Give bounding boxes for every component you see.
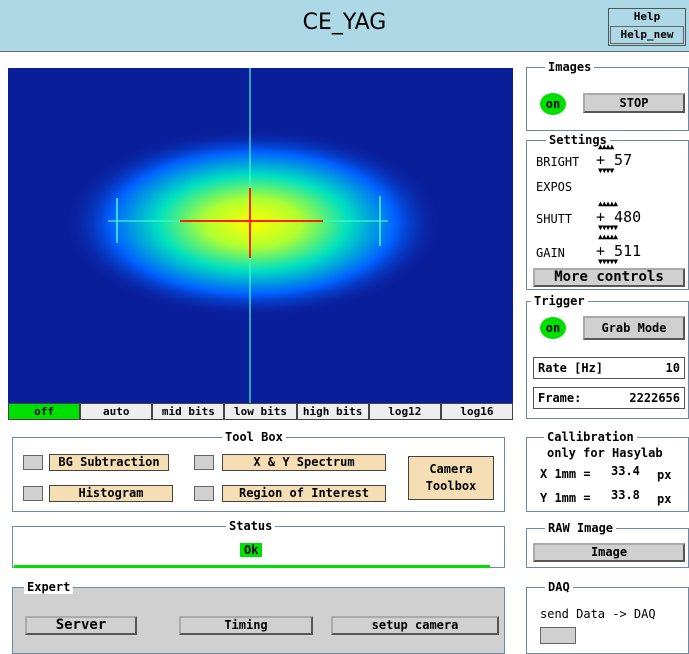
mode-off-button[interactable]: off — [8, 403, 81, 420]
mode-mid-bits-button[interactable]: mid bits — [152, 403, 225, 420]
shutt-up-arrows[interactable]: ▲▲▲▲▲ — [598, 199, 618, 208]
status-label: Status — [226, 519, 276, 533]
bright-label: BRIGHT — [536, 155, 580, 169]
server-button[interactable]: Server — [25, 616, 137, 635]
status-bar — [14, 565, 490, 568]
histogram-toggle[interactable] — [23, 486, 43, 501]
timing-button[interactable]: Timing — [179, 616, 313, 635]
mode-high-bits-button[interactable]: high bits — [296, 403, 369, 420]
help-new-button[interactable]: Help_new — [610, 26, 684, 44]
calib-x-unit: px — [657, 468, 672, 482]
rate-label: Rate [Hz] — [538, 361, 604, 375]
setup-camera-button[interactable]: setup camera — [331, 616, 499, 635]
calib-y-unit: px — [657, 492, 672, 506]
raw-image-label: RAW Image — [545, 521, 617, 535]
camera-image[interactable] — [8, 68, 513, 404]
gain-value[interactable]: + 511 — [596, 242, 642, 260]
images-label: Images — [545, 60, 595, 74]
shutt-label: SHUTT — [536, 212, 573, 226]
expert-label: Expert — [24, 580, 74, 594]
bright-value[interactable]: + 57 — [596, 151, 633, 169]
gain-down-arrows[interactable]: ▼▼▼▼▼ — [598, 257, 618, 266]
more-controls-button[interactable]: More controls — [533, 268, 685, 287]
frame-field: Frame: 2222656 — [533, 387, 685, 409]
histogram-button[interactable]: Histogram — [49, 485, 173, 502]
expos-label: EXPOS — [536, 180, 573, 194]
send-data-button[interactable] — [540, 627, 576, 644]
images-on-indicator[interactable]: on — [540, 93, 566, 115]
shutt-value[interactable]: + 480 — [596, 208, 642, 226]
camera-toolbox-button[interactable]: Camera Toolbox — [408, 456, 494, 500]
grab-mode-button[interactable]: Grab Mode — [583, 316, 685, 340]
bright-up-arrows[interactable]: ▲▲▲▲ — [598, 142, 614, 151]
title-bar — [0, 0, 689, 52]
calibration-note: only for Hasylab — [547, 446, 663, 460]
beam-image — [63, 68, 443, 404]
settings-label: Settings — [546, 133, 610, 147]
xy-spectrum-toggle[interactable] — [194, 455, 214, 470]
roi-button[interactable]: Region of Interest — [222, 485, 386, 502]
frame-label: Frame: — [538, 391, 582, 405]
bg-subtraction-toggle[interactable] — [23, 455, 43, 470]
rate-field[interactable]: Rate [Hz] 10 — [533, 357, 685, 379]
roi-toggle[interactable] — [194, 486, 214, 501]
mode-log16-button[interactable]: log16 — [440, 403, 513, 420]
xy-spectrum-button[interactable]: X & Y Spectrum — [222, 454, 386, 471]
mode-log12-button[interactable]: log12 — [368, 403, 441, 420]
raw-image-button[interactable]: Image — [533, 543, 685, 562]
calib-x-label: X 1mm = — [540, 467, 591, 481]
toolbox-label: Tool Box — [222, 430, 286, 444]
calib-x-value[interactable]: 33.4 — [611, 464, 640, 478]
stop-button[interactable]: STOP — [583, 93, 685, 113]
trigger-on-indicator[interactable]: on — [540, 317, 566, 339]
send-data-label: send Data -> DAQ — [540, 607, 656, 621]
help-box: Help Help_new — [608, 8, 686, 46]
frame-value: 2222656 — [629, 391, 680, 405]
mode-low-bits-button[interactable]: low bits — [224, 403, 297, 420]
mode-auto-button[interactable]: auto — [80, 403, 153, 420]
display-mode-bar: off auto mid bits low bits high bits log… — [8, 403, 513, 420]
calib-y-value[interactable]: 33.8 — [611, 488, 640, 502]
daq-label: DAQ — [545, 580, 573, 594]
gain-label: GAIN — [536, 246, 565, 260]
calib-y-label: Y 1mm = — [540, 491, 591, 505]
shutt-down-arrows[interactable]: ▼▼▼▼▼ — [598, 223, 618, 232]
calibration-label: Callibration — [544, 430, 637, 444]
bright-down-arrows[interactable]: ▼▼▼▼ — [598, 166, 614, 175]
trigger-label: Trigger — [531, 294, 588, 308]
status-value: Ok — [240, 543, 263, 557]
bg-subtraction-button[interactable]: BG Subtraction — [49, 454, 169, 471]
gain-up-arrows[interactable]: ▲▲▲▲▲ — [598, 232, 618, 241]
help-button[interactable]: Help — [633, 10, 661, 23]
page-title: CE_YAG — [302, 10, 387, 35]
rate-value: 10 — [665, 361, 680, 375]
